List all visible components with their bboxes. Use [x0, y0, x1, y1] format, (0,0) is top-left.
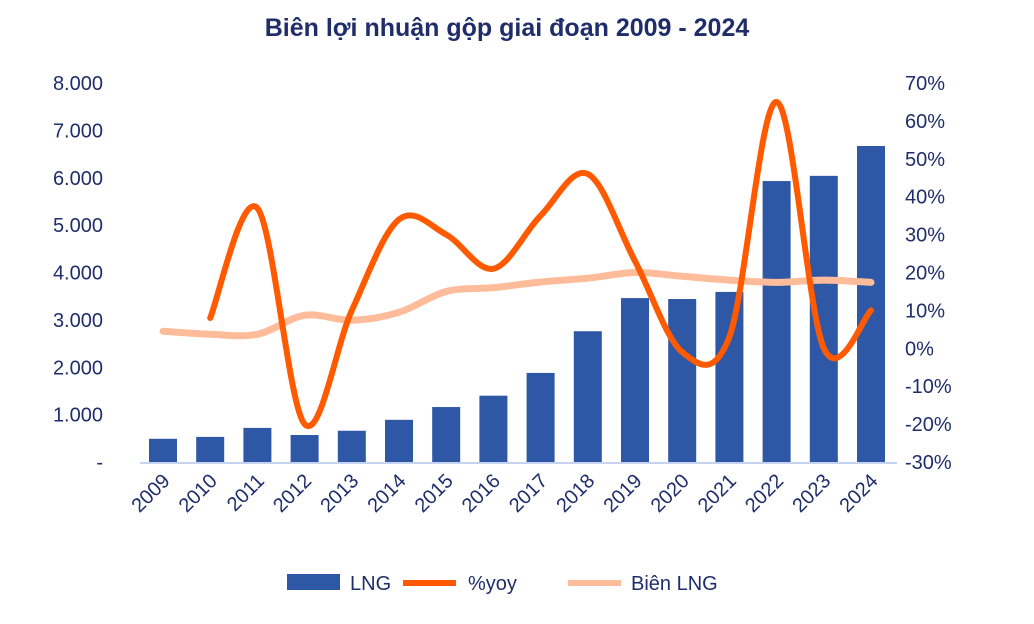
- left-axis-tick: 5.000: [53, 215, 103, 237]
- legend-swatch-lng: [287, 574, 340, 590]
- left-axis-tick: 4.000: [53, 263, 103, 285]
- chart-title: Biên lợi nhuận gộp giai đoạn 2009 - 2024: [264, 14, 750, 42]
- x-axis-tick: 2019: [600, 470, 647, 517]
- right-axis-tick: -20%: [905, 414, 952, 436]
- bar-2020: [668, 299, 697, 462]
- right-axis-tick: 20%: [905, 263, 945, 285]
- x-axis-tick: 2016: [458, 470, 505, 517]
- right-axis-tick: 0%: [905, 338, 934, 360]
- right-axis-tick: 60%: [905, 111, 945, 133]
- legend-label-yoy: %yoy: [468, 573, 517, 595]
- right-axis-tick: 40%: [905, 187, 945, 209]
- x-axis-tick: 2009: [128, 470, 175, 517]
- right-axis-tick: -10%: [905, 376, 952, 398]
- left-axis-tick: -: [96, 452, 103, 474]
- left-axis-tick: 6.000: [53, 168, 103, 190]
- legend-label-bien-lng: Biên LNG: [631, 573, 718, 595]
- right-axis-tick: 70%: [905, 73, 945, 95]
- bar-2019: [621, 298, 649, 462]
- bar-2015: [432, 407, 461, 462]
- bar-2011: [243, 427, 272, 462]
- bar-2021: [715, 291, 744, 462]
- x-axis-tick: 2015: [411, 470, 458, 517]
- x-axis-tick: 2022: [741, 470, 788, 517]
- right-axis-tick: 10%: [905, 300, 945, 322]
- bar-2014: [385, 419, 413, 462]
- x-axis-tick: 2017: [505, 470, 552, 517]
- x-axis-tick: 2013: [316, 470, 363, 517]
- right-axis-tick: 30%: [905, 225, 945, 247]
- left-axis-tick: 1.000: [53, 405, 103, 427]
- x-axis-tick: 2024: [836, 470, 883, 517]
- x-axis-tick: 2023: [788, 470, 835, 517]
- x-axis-tick: 2012: [269, 470, 316, 517]
- x-axis-tick: 2021: [694, 470, 741, 517]
- x-axis-tick: 2020: [647, 470, 694, 517]
- x-axis-tick: 2011: [223, 470, 269, 516]
- bar-2024: [857, 146, 885, 463]
- bar-2009: [149, 438, 177, 462]
- bar-2018: [573, 331, 602, 462]
- bar-2017: [526, 372, 555, 462]
- bar-2012: [290, 434, 319, 462]
- left-axis-tick: 3.000: [53, 310, 103, 332]
- left-axis-tick: 7.000: [53, 120, 103, 142]
- x-axis-tick: 2014: [364, 470, 411, 517]
- legend-label-lng: LNG: [350, 573, 391, 595]
- right-axis-tick: -30%: [905, 452, 952, 474]
- bar-2022: [762, 181, 791, 462]
- bar-2013: [337, 430, 366, 462]
- x-axis-tick: 2018: [552, 470, 599, 517]
- bar-2016: [479, 395, 508, 462]
- line-yoy: [207, 98, 874, 430]
- left-axis-tick: 2.000: [53, 357, 103, 379]
- bar-2010: [196, 436, 225, 462]
- x-axis-tick: 2010: [175, 470, 222, 517]
- right-axis-tick: 50%: [905, 149, 945, 171]
- left-axis-tick: 8.000: [53, 73, 103, 95]
